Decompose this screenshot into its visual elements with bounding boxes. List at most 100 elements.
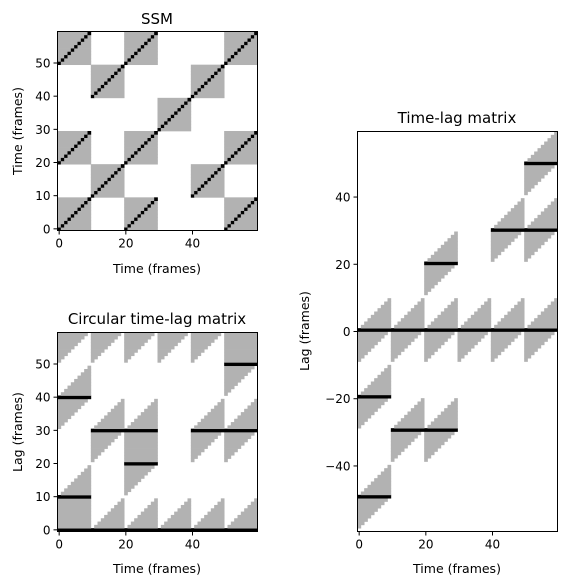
ssm-cell — [224, 131, 255, 135]
time-lag-cell — [437, 414, 458, 419]
time-lag-cell — [390, 451, 402, 456]
ssm-cell — [224, 197, 255, 201]
ssm-cell — [227, 157, 232, 162]
ssm-cell — [127, 160, 158, 165]
ssm-cell — [124, 147, 138, 152]
ssm-cell — [240, 147, 258, 152]
time-lag-cell — [357, 524, 362, 529]
time-lag-cell — [390, 448, 405, 452]
ssm-cell — [57, 38, 82, 42]
ssm-cell — [224, 200, 252, 205]
time-lag-cell — [357, 414, 372, 419]
ssm-cell — [124, 217, 135, 221]
circular-lag-cell — [67, 485, 92, 489]
ssm-cell — [204, 184, 225, 188]
time-lag-cell — [437, 314, 458, 319]
time-lag-cell — [444, 408, 458, 412]
ssm-cell — [64, 223, 92, 228]
ssm-cell — [57, 140, 78, 145]
ssm-cell — [254, 200, 258, 205]
circular-lag-cell — [57, 425, 62, 430]
ssm-cell — [234, 217, 238, 221]
ssm-cell — [194, 194, 225, 198]
circular-lag-cell — [110, 508, 125, 512]
ssm-cell — [77, 144, 92, 148]
circular-lag-cell — [254, 498, 258, 502]
ssm-cell — [220, 67, 225, 72]
circular-lag-cell — [80, 471, 92, 476]
ssm-cell — [74, 144, 78, 148]
ssm-cell — [247, 140, 258, 145]
circular-lag-cell — [194, 425, 225, 430]
time-lag-cell — [450, 301, 458, 306]
circular-lag-cell — [190, 339, 215, 343]
circular-lag-cell — [124, 448, 158, 453]
ssm-cell — [124, 134, 152, 138]
circular-lag-cell — [120, 398, 125, 403]
time-lag-cell — [367, 318, 392, 322]
circular-lag-cell — [124, 339, 148, 343]
time-lag-cell — [507, 211, 525, 216]
ssm-cell — [190, 190, 195, 195]
time-lag-heatmap-cells — [357, 131, 558, 529]
circular-lag-cell — [57, 498, 92, 502]
ssm-cell — [247, 207, 258, 211]
ssm-cell — [214, 174, 225, 178]
ssm-cell — [137, 51, 158, 56]
circular-lag-cell — [57, 359, 62, 363]
circular-lag-cell — [57, 495, 92, 499]
circular-lag-cell — [57, 528, 258, 532]
time-lag-cell — [490, 238, 515, 242]
circular-lag-cell — [210, 508, 225, 512]
time-lag-cell — [447, 238, 458, 242]
time-lag-cell — [524, 231, 555, 236]
ssm-cell — [140, 210, 145, 215]
circular-lag-cell — [57, 501, 92, 506]
ssm-cell — [90, 64, 122, 69]
time-lag-cell — [457, 354, 465, 359]
ssm-cell — [90, 67, 118, 72]
ssm-cell — [100, 184, 105, 188]
time-lag-cell — [357, 331, 388, 336]
ssm-cell — [74, 213, 92, 218]
ssm-cell — [127, 58, 132, 62]
ssm-cell — [60, 160, 92, 165]
ssm-cell — [190, 187, 198, 192]
ssm-cell — [87, 131, 92, 135]
time-lag-cell — [464, 321, 492, 326]
circular-lag-cell — [227, 425, 258, 430]
time-lag-cell — [390, 434, 418, 439]
circular-lag-cell — [157, 339, 182, 343]
time-lag-cell — [384, 301, 392, 306]
ssm-cell — [67, 220, 92, 225]
ssm-cell — [124, 227, 128, 231]
circular-lag-cell — [57, 405, 82, 410]
circular-lag-cell — [90, 438, 115, 443]
circular-lag-cell — [134, 418, 158, 423]
circular-lag-cell — [57, 524, 92, 529]
ssm-cell — [200, 87, 225, 92]
ssm-cell — [170, 114, 175, 119]
ssm-cell — [224, 223, 228, 228]
time-lag-cell — [404, 314, 425, 319]
ssm-cell — [247, 38, 252, 42]
ssm-cell — [84, 137, 92, 142]
time-lag-cell — [390, 428, 458, 432]
time-lag-cell — [420, 398, 425, 402]
ssm-cell — [110, 174, 115, 178]
time-lag-cell — [440, 244, 458, 249]
time-lag-cell — [477, 308, 492, 312]
ssm-cell — [147, 207, 158, 211]
ssm-cell — [130, 58, 158, 62]
circular-lag-cell — [224, 382, 238, 386]
circular-lag-cell — [244, 408, 258, 413]
ssm-cell — [224, 140, 245, 145]
time-lag-cell — [537, 214, 558, 219]
circular-lag-cell — [234, 518, 258, 522]
time-lag-cell — [504, 214, 525, 219]
ssm-cell — [224, 61, 228, 66]
circular-lag-cell — [224, 375, 245, 380]
circular-lag-cell — [157, 355, 165, 360]
ssm-cell — [94, 94, 125, 99]
ssm-cell — [94, 194, 125, 198]
